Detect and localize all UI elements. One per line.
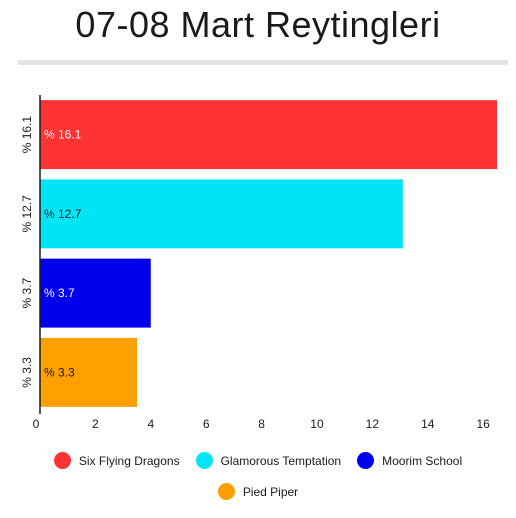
x-tick-label-2: 4	[147, 417, 154, 431]
legend-label: Glamorous Temptation	[220, 453, 342, 468]
legend-swatch	[357, 452, 375, 469]
bar-3[interactable]	[40, 337, 137, 407]
x-tick-label-0: 0	[33, 417, 40, 431]
data-label-0: % 16.1	[44, 128, 82, 142]
legend-row-2: Pied Piper	[0, 483, 516, 500]
y-tick-label-3: % 3.3	[20, 357, 34, 388]
bar-0[interactable]	[40, 100, 497, 170]
y-tick-label-2: % 3.7	[20, 277, 34, 308]
legend-row-1: Six Flying Dragons Glamorous Temptation …	[0, 452, 516, 469]
legend-swatch	[217, 483, 235, 500]
legend-label: Six Flying Dragons	[78, 453, 180, 468]
x-tick-label-6: 12	[366, 417, 380, 431]
legend-swatch	[195, 452, 213, 469]
y-tick-label-0: % 16.1	[20, 116, 34, 154]
x-tick-label-7: 14	[421, 417, 435, 431]
x-tick-label-5: 10	[310, 417, 324, 431]
data-label-3: % 3.3	[44, 365, 75, 379]
legend-label: Pied Piper	[242, 484, 299, 499]
x-tick-label-1: 2	[92, 417, 99, 431]
legend-swatch	[53, 452, 71, 469]
title-divider	[18, 60, 508, 65]
bar-chart: % 16.1 % 16.1 % 12.7 % 12.7 % 3.7 % 3.7 % 3.3%…	[20, 95, 497, 431]
bar-2[interactable]	[40, 258, 151, 328]
data-label-2: % 3.7	[44, 286, 75, 300]
legend-item-moorim-school[interactable]: Moorim School	[357, 452, 462, 469]
x-tick-label-3: 6	[203, 417, 210, 431]
legend-item-glamorous-temptation[interactable]: Glamorous Temptation	[195, 452, 342, 469]
data-label-1: % 12.7	[44, 207, 82, 221]
chart-legend: Six Flying Dragons Glamorous Temptation …	[0, 452, 516, 514]
legend-label: Moorim School	[382, 453, 463, 468]
x-tick-label-4: 8	[258, 417, 265, 431]
bar-1[interactable]	[40, 179, 403, 249]
y-tick-label-1: % 12.7	[20, 195, 34, 233]
chart-title: 07-08 Mart Reytingleri	[75, 4, 441, 45]
legend-item-six-flying-dragons[interactable]: Six Flying Dragons	[53, 452, 180, 469]
legend-item-pied-piper[interactable]: Pied Piper	[217, 483, 299, 500]
x-tick-label-8: 16	[476, 417, 490, 431]
